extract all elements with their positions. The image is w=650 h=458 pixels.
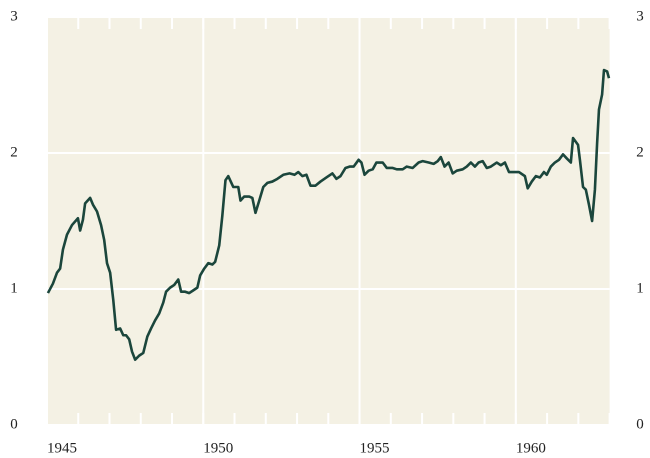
y-tick-label-right: 2 <box>636 144 644 160</box>
x-tick-label: 1955 <box>360 440 390 456</box>
y-tick-label: 0 <box>10 416 18 432</box>
y-tick-label: 3 <box>10 8 18 24</box>
x-tick-label: 1950 <box>203 440 233 456</box>
x-tick-label: 1945 <box>47 440 77 456</box>
y-tick-label-right: 0 <box>636 416 644 432</box>
plot-area <box>47 17 610 425</box>
y-tick-label-right: 1 <box>636 280 644 296</box>
y-tick-label: 1 <box>10 280 18 296</box>
line <box>46 68 611 362</box>
y-tick-label-right: 3 <box>636 8 644 24</box>
y-tick-label: 2 <box>10 144 18 160</box>
x-tick-label: 1960 <box>516 440 546 456</box>
